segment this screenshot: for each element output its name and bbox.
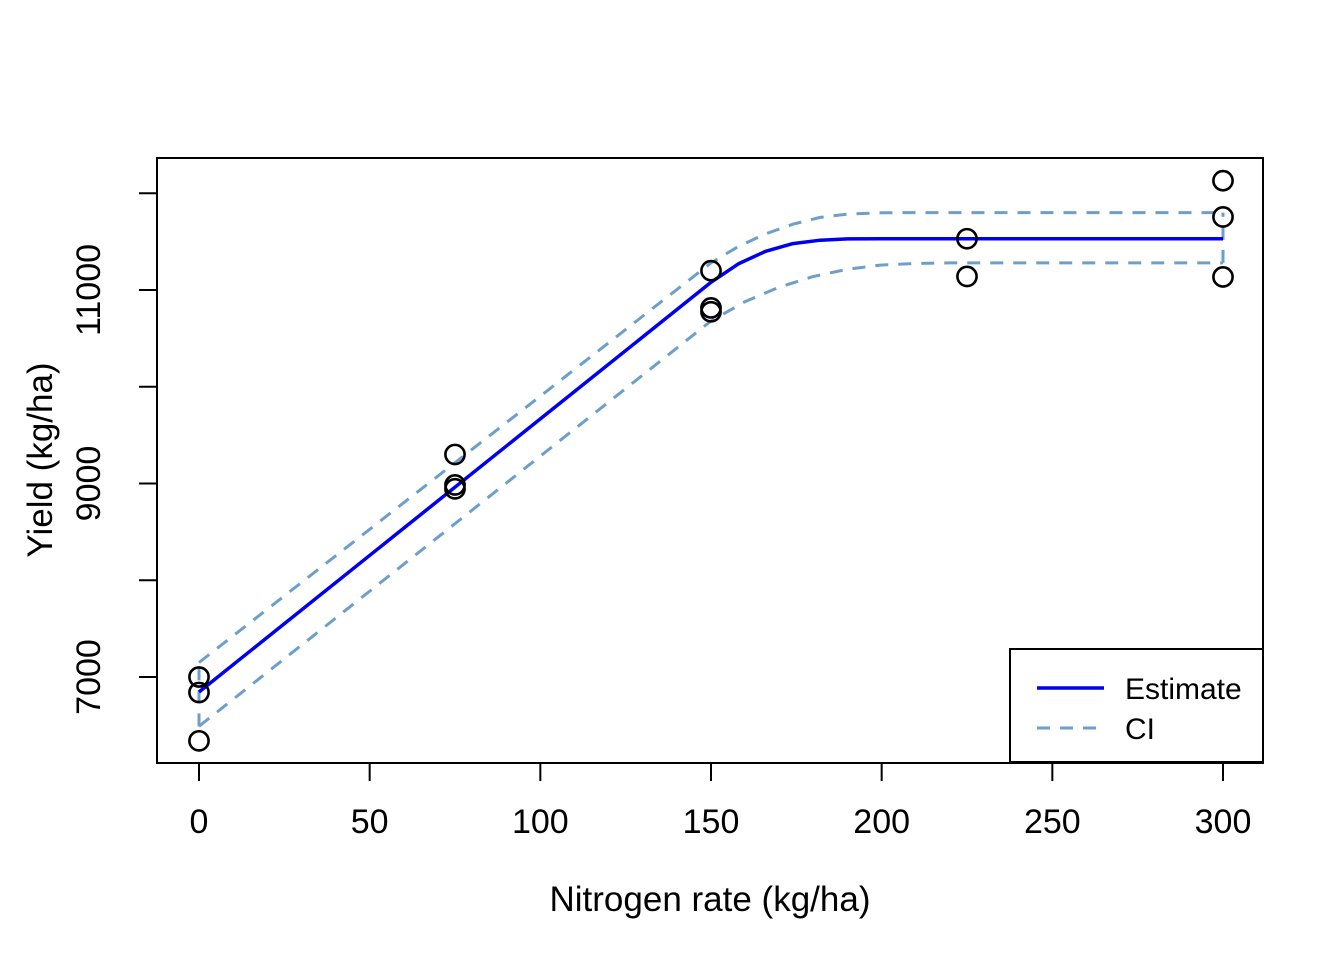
data-point: [700, 259, 722, 282]
x-tick-label: 150: [683, 803, 740, 841]
x-tick-label: 200: [853, 803, 910, 841]
data-point: [188, 729, 210, 752]
y-tick-label: 11000: [70, 244, 108, 336]
y-axis-ticks: 7000 9000 11000: [70, 192, 157, 715]
legend: Estimate CI: [1009, 648, 1264, 763]
x-tick-label: 300: [1195, 803, 1252, 841]
data-point: [1212, 169, 1234, 192]
data-point: [444, 477, 466, 500]
data-point: [956, 227, 978, 250]
data-point: [444, 443, 466, 466]
y-tick-label: 9000: [70, 446, 108, 522]
x-axis-ticks: 0 50 100 150 200 250 300: [190, 763, 1252, 841]
x-axis-title: Nitrogen rate (kg/ha): [550, 880, 871, 919]
data-point: [956, 265, 978, 288]
x-tick-label: 50: [351, 803, 389, 841]
y-tick-label: 7000: [70, 639, 108, 715]
x-tick-label: 250: [1024, 803, 1081, 841]
x-tick-label: 0: [190, 803, 209, 841]
data-point: [700, 300, 722, 323]
legend-estimate-label: Estimate: [1125, 673, 1242, 706]
observation-points: [188, 169, 1234, 752]
plot-box: [156, 157, 1264, 764]
data-point: [188, 666, 210, 688]
data-point: [1212, 266, 1234, 288]
estimate-curve: [197, 236, 1223, 694]
data-point: [1212, 206, 1234, 228]
data-point: [188, 681, 210, 704]
x-tick-label: 100: [512, 803, 569, 841]
ci-lower-curve: [198, 261, 1223, 728]
y-axis-title: Yield (kg/ha): [21, 362, 60, 557]
legend-ci-label: CI: [1125, 713, 1155, 746]
legend-box: [1009, 648, 1264, 763]
